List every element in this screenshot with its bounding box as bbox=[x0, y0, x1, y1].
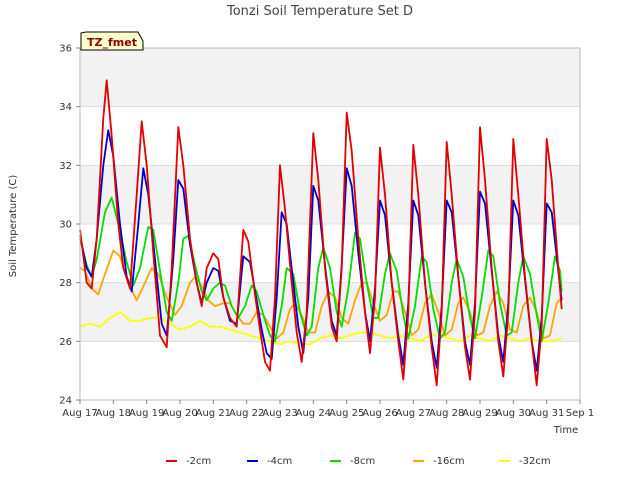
site-badge: TZ_fmet bbox=[80, 31, 144, 51]
x-tick-label: Aug 17 bbox=[62, 408, 97, 419]
plot-band bbox=[80, 165, 580, 224]
y-axis-ticks: 24 26 28 30 32 34 36 bbox=[59, 44, 80, 407]
y-tick-label: 30 bbox=[59, 220, 72, 231]
y-tick-label: 34 bbox=[59, 102, 72, 113]
legend-item: -32cm bbox=[499, 456, 551, 467]
x-tick-label: Aug 29 bbox=[462, 408, 497, 419]
legend-item: -16cm bbox=[413, 456, 465, 467]
y-tick-label: 24 bbox=[59, 396, 72, 407]
legend-item: -8cm bbox=[330, 456, 375, 467]
y-tick-label: 28 bbox=[59, 278, 72, 289]
x-tick-label: Aug 27 bbox=[396, 408, 431, 419]
plot-band bbox=[80, 341, 580, 400]
site-badge-label: TZ_fmet bbox=[87, 36, 137, 49]
x-axis-label: Time bbox=[553, 425, 578, 436]
x-tick-label: Sep 1 bbox=[566, 408, 594, 419]
y-tick-label: 26 bbox=[59, 337, 72, 348]
plot-band bbox=[80, 106, 580, 166]
x-tick-label: Aug 31 bbox=[529, 408, 564, 419]
series-line-32cmcm bbox=[79, 311, 562, 346]
y-axis-label: Soil Temperature (C) bbox=[8, 175, 19, 278]
x-tick-label: Aug 22 bbox=[229, 408, 264, 419]
site-badge-box bbox=[80, 31, 144, 51]
x-tick-label: Aug 24 bbox=[296, 408, 331, 419]
x-tick-label: Aug 21 bbox=[196, 408, 231, 419]
legend-label: -4cm bbox=[267, 456, 292, 467]
x-tick-label: Aug 30 bbox=[496, 408, 531, 419]
legend-label: -2cm bbox=[186, 456, 211, 467]
x-tick-label: Aug 25 bbox=[329, 408, 364, 419]
x-tick-label: Aug 28 bbox=[429, 408, 464, 419]
x-tick-label: Aug 19 bbox=[129, 408, 164, 419]
x-tick-label: Aug 26 bbox=[362, 408, 397, 419]
y-tick-label: 32 bbox=[59, 161, 72, 172]
legend-label: -32cm bbox=[519, 456, 551, 467]
legend-label: -16cm bbox=[433, 456, 465, 467]
x-tick-label: Aug 20 bbox=[162, 408, 197, 419]
legend-item: -2cm bbox=[166, 456, 211, 467]
x-tick-label: Aug 18 bbox=[96, 408, 131, 419]
series-line-8cmcm bbox=[79, 196, 563, 343]
chart-title: Tonzi Soil Temperature Set D bbox=[226, 4, 413, 19]
x-tick-label: Aug 23 bbox=[262, 408, 297, 419]
plot-band bbox=[80, 48, 580, 107]
series-line-2cmcm bbox=[79, 79, 563, 387]
legend: -2cm -4cm -8cm -16cm -32cm bbox=[166, 456, 551, 467]
series-lines bbox=[79, 79, 563, 387]
legend-label: -8cm bbox=[350, 456, 375, 467]
legend-item: -4cm bbox=[247, 456, 292, 467]
y-tick-label: 36 bbox=[59, 44, 72, 55]
